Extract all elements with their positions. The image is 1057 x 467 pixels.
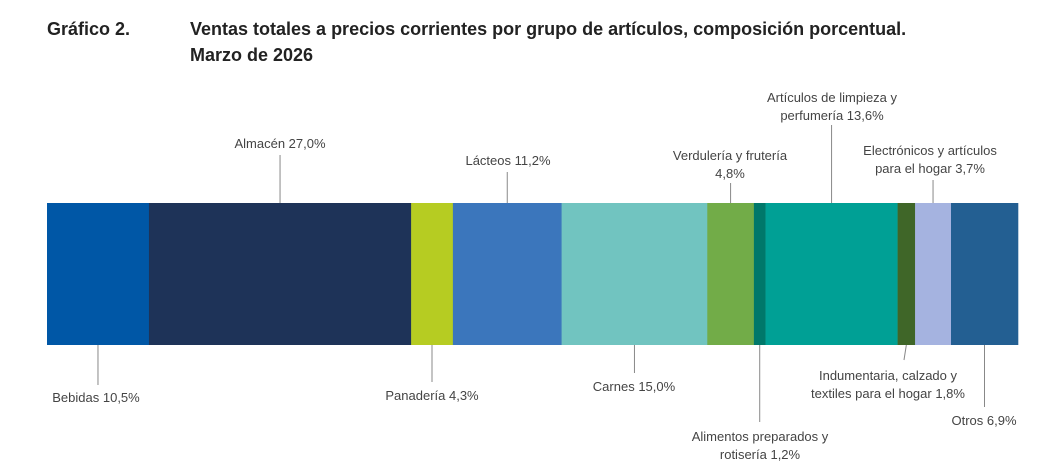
- leader-line-9: [903, 344, 907, 361]
- bar-segment-2: [148, 203, 412, 345]
- bar-segment-6: [707, 203, 755, 345]
- segment-label-10: Electrónicos y artículos para el hogar 3,…: [863, 143, 997, 176]
- bar-segment-7: [753, 203, 766, 345]
- bar-segment-10: [915, 203, 952, 345]
- chart-title-line-2: Marzo de 2026: [190, 45, 314, 65]
- chart-title: Ventas totales a precios corrientes por …: [190, 16, 1010, 68]
- bar-segment-9: [897, 203, 916, 345]
- bar-segment-4: [452, 203, 562, 345]
- figure-number: Gráfico 2.: [47, 19, 131, 39]
- chart-title-line-1: Ventas totales a precios corrientes por …: [190, 19, 907, 39]
- bar-segment-3: [411, 203, 454, 345]
- leader-lines: [97, 125, 986, 422]
- bar-segments: [47, 203, 1019, 345]
- segment-labels: Bebidas 10,5% Almacén 27,0% Panadería 4,3%…: [52, 90, 1017, 462]
- segment-label-5: Carnes 15,0%: [593, 379, 676, 394]
- segment-label-2: Almacén 27,0%: [234, 136, 325, 151]
- segment-label-8: Artículos de limpieza y perfumería 13,6%: [767, 90, 898, 123]
- bar-segment-8: [765, 203, 898, 345]
- segment-label-4: Lácteos 11,2%: [465, 153, 550, 168]
- segment-label-9: Indumentaria, calzado y textiles para el …: [811, 368, 965, 401]
- segment-label-7: Alimentos preparados y rotisería 1,2%: [692, 429, 829, 462]
- segment-label-11: Otros 6,9%: [951, 413, 1016, 428]
- bar-segment-5: [561, 203, 708, 345]
- segment-label-1: Bebidas 10,5%: [52, 390, 140, 405]
- bar-segment-11: [951, 203, 1019, 345]
- segment-label-6: Verdulería y frutería 4,8%: [673, 148, 788, 181]
- segment-label-3: Panadería 4,3%: [385, 388, 479, 403]
- bar-segment-1: [47, 203, 150, 345]
